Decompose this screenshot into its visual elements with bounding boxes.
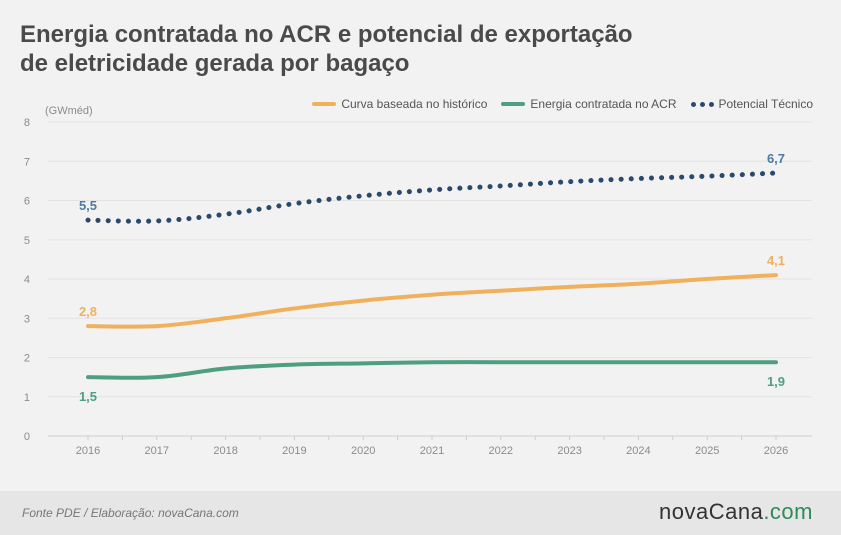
x-tick-label-2019: 2019 [282, 445, 306, 457]
x-tick-label-2025: 2025 [695, 445, 719, 457]
x-tick-label-2024: 2024 [626, 445, 650, 457]
y-tick-label-0: 0 [24, 431, 30, 443]
y-tick-label-2: 2 [24, 353, 30, 365]
y-tick-label-3: 3 [24, 313, 30, 325]
y-tick-label-1: 1 [24, 392, 30, 404]
data-label-acr-0: 1,5 [79, 389, 97, 404]
legend-label-potencial: Potencial Técnico [718, 97, 814, 111]
y-tick-label-8: 8 [24, 117, 30, 129]
legend-item-acr: Energia contratada no ACR [501, 97, 677, 111]
legend-item-historico: Curva baseada no histórico [312, 97, 487, 111]
data-label-historico-0: 2,8 [79, 304, 97, 319]
data-label-historico-10: 4,1 [767, 253, 785, 268]
chart-title-line-2: de eletricidade gerada por bagaço [20, 50, 410, 77]
line-chart: 0 1 2 3 4 5 6 7 8 2016 2017 2018 2019 2020 2021 2022 202… [24, 117, 812, 457]
x-tick-label-2017: 2017 [145, 445, 169, 457]
x-tick-label-2016: 2016 [76, 445, 100, 457]
x-tick-label-2023: 2023 [557, 445, 581, 457]
y-axis-unit-label: (GWméd) [45, 105, 93, 117]
data-label-potencial-0: 5,5 [79, 198, 97, 213]
chart-title: Energia contratada no ACR e potencial de… [20, 20, 820, 78]
series-line-potencial [85, 170, 779, 224]
x-tick-label-2022: 2022 [489, 445, 513, 457]
series-line-historico [86, 273, 778, 329]
y-tick-label-5: 5 [24, 235, 30, 247]
data-label-potencial-10: 6,7 [767, 151, 785, 166]
footer-bar: Fonte PDE / Elaboração: novaCana.com nov… [0, 491, 841, 535]
x-tick-label-2026: 2026 [764, 445, 788, 457]
y-tick-label-6: 6 [24, 196, 30, 208]
chart-title-line-1: Energia contratada no ACR e potencial de… [20, 21, 633, 48]
legend-swatch-historico [312, 102, 337, 106]
brand-tld: .com [763, 499, 813, 524]
data-label-acr-10: 1,9 [767, 374, 785, 389]
brand-logo: novaCana.com [659, 499, 813, 525]
legend-item-potencial: Potencial Técnico [690, 97, 814, 111]
legend-swatch-potencial [690, 101, 714, 107]
brand-name: novaCana [659, 499, 764, 524]
source-note: Fonte PDE / Elaboração: novaCana.com [22, 506, 239, 520]
x-tick-label-2018: 2018 [213, 445, 237, 457]
legend-label-acr: Energia contratada no ACR [530, 97, 677, 111]
x-tick-label-2020: 2020 [351, 445, 375, 457]
series-line-acr [86, 360, 778, 380]
y-tick-label-4: 4 [24, 274, 30, 286]
legend-swatch-acr [501, 102, 526, 106]
x-tick-label-2021: 2021 [420, 445, 444, 457]
chart-legend: Curva baseada no histórico Energia contr… [312, 97, 813, 111]
y-tick-label-7: 7 [24, 156, 30, 168]
legend-label-historico: Curva baseada no histórico [341, 97, 488, 111]
